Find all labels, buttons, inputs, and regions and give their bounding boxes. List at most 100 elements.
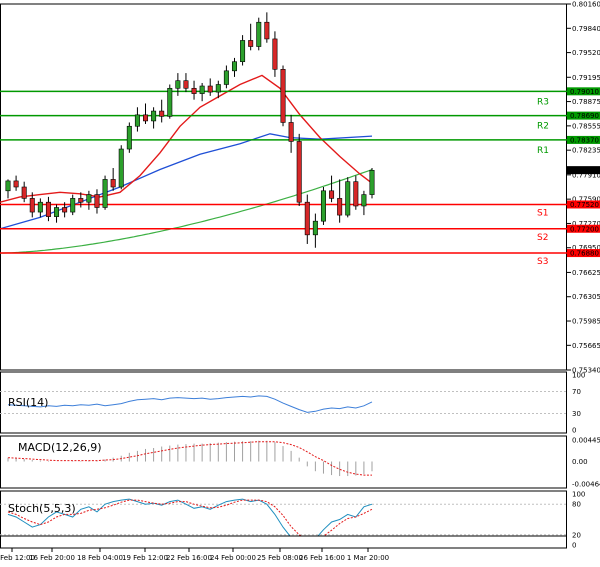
candle xyxy=(134,114,140,127)
level-price-tag xyxy=(567,249,600,258)
price-tick-label: 0.75665 xyxy=(572,342,600,350)
candle xyxy=(199,85,205,94)
candle xyxy=(256,21,262,47)
level-price-tag xyxy=(567,200,600,209)
stoch-tick-label: 100 xyxy=(572,491,585,499)
candle xyxy=(70,198,76,213)
candle xyxy=(102,179,108,208)
rsi-tick-label: 30 xyxy=(572,410,581,418)
candle xyxy=(143,114,149,122)
candle xyxy=(369,169,375,195)
level-label-s2: S2 xyxy=(537,233,548,243)
level-price-s3: 0.76880 xyxy=(570,250,599,258)
candle xyxy=(159,110,165,117)
level-price-r2: 0.78690 xyxy=(570,112,599,120)
time-tick-label: 26 Feb 16:00 xyxy=(299,554,345,562)
candle xyxy=(151,110,157,122)
candle xyxy=(110,179,116,188)
candle xyxy=(5,180,11,192)
macd-panel xyxy=(0,435,567,489)
candle xyxy=(240,40,246,63)
candle xyxy=(353,181,359,207)
price-tick-label: 0.76305 xyxy=(572,293,600,301)
price-tick-label: 0.77590 xyxy=(572,196,600,204)
price-tick-label: 0.75340 xyxy=(572,367,600,375)
candle xyxy=(231,61,237,72)
price-tick-label: 0.77270 xyxy=(572,220,600,228)
time-tick-label: 24 Feb 00:00 xyxy=(210,554,256,562)
candle xyxy=(320,190,326,222)
level-price-s1: 0.77520 xyxy=(570,201,599,209)
rsi-tick-label: 70 xyxy=(572,388,581,396)
candle xyxy=(13,180,19,188)
candle xyxy=(329,190,335,199)
price-tick-label: 0.79520 xyxy=(572,49,600,57)
stoch-d-line xyxy=(7,499,373,541)
rsi-tick-label: 100 xyxy=(572,372,585,380)
candle xyxy=(175,80,181,89)
candle xyxy=(337,198,343,216)
macd-tick-label: 0.004451 xyxy=(572,437,600,445)
main-panel xyxy=(0,3,567,371)
candle xyxy=(288,122,294,142)
candle xyxy=(191,87,197,94)
candle xyxy=(62,207,68,213)
rsi-panel xyxy=(0,371,567,434)
level-price-tag xyxy=(567,87,600,96)
candle xyxy=(45,201,51,217)
stoch-tick-label: 20 xyxy=(572,531,581,539)
candle xyxy=(94,194,100,208)
price-tick-label: 0.78235 xyxy=(572,147,600,155)
candle xyxy=(272,38,278,70)
candle xyxy=(21,186,27,199)
candle xyxy=(280,69,286,123)
candle xyxy=(361,194,367,207)
current-price-label: 0.77972 xyxy=(570,167,599,175)
price-tick-label: 0.78875 xyxy=(572,98,600,106)
price-tick-label: 0.76625 xyxy=(572,269,600,277)
level-price-tag xyxy=(567,224,600,233)
time-tick-label: 19 Feb 12:00 xyxy=(122,554,168,562)
time-tick-label: 1 Mar 20:00 xyxy=(347,554,389,562)
candle xyxy=(118,148,124,188)
ma-fast-line xyxy=(0,74,373,203)
candle xyxy=(207,85,213,93)
level-price-s2: 0.77200 xyxy=(570,225,599,233)
level-price-r3: 0.79010 xyxy=(570,88,599,96)
spare-panel xyxy=(0,535,567,549)
time-tick-label: 22 Feb 16:00 xyxy=(166,554,212,562)
candle xyxy=(54,207,60,217)
rsi-line xyxy=(7,395,373,413)
stoch-title: Stoch(5,5,3) xyxy=(8,502,76,515)
price-tick-label: 0.77910 xyxy=(572,171,600,179)
candle xyxy=(37,201,43,213)
stoch-tick-label: 80 xyxy=(572,501,581,509)
level-label-s1: S1 xyxy=(537,208,548,218)
price-tick-label: 0.80160 xyxy=(572,1,600,9)
rsi-tick-label: 0 xyxy=(572,427,576,435)
time-tick-label: 25 Feb 08:00 xyxy=(257,554,303,562)
candle xyxy=(223,70,229,85)
candle xyxy=(296,141,302,203)
time-tick-label: 15 Feb 12:00 xyxy=(0,554,35,562)
price-tick-label: 0.76950 xyxy=(572,244,600,252)
price-tick-label: 0.79840 xyxy=(572,25,600,33)
candle xyxy=(29,198,35,213)
candle xyxy=(248,40,254,47)
candle xyxy=(183,80,189,89)
candle xyxy=(304,201,310,236)
candle xyxy=(345,181,351,216)
ma-slow-line xyxy=(0,168,373,254)
candle xyxy=(167,87,173,117)
time-tick-label: 16 Feb 20:00 xyxy=(29,554,75,562)
level-label-r3: R3 xyxy=(537,97,549,107)
price-tick-label: 0.78555 xyxy=(572,122,600,130)
candle xyxy=(126,125,132,150)
macd-signal-line xyxy=(7,441,372,476)
candle xyxy=(86,194,92,203)
candle xyxy=(78,198,84,203)
candle xyxy=(312,220,318,236)
level-price-r1: 0.78370 xyxy=(570,136,599,144)
